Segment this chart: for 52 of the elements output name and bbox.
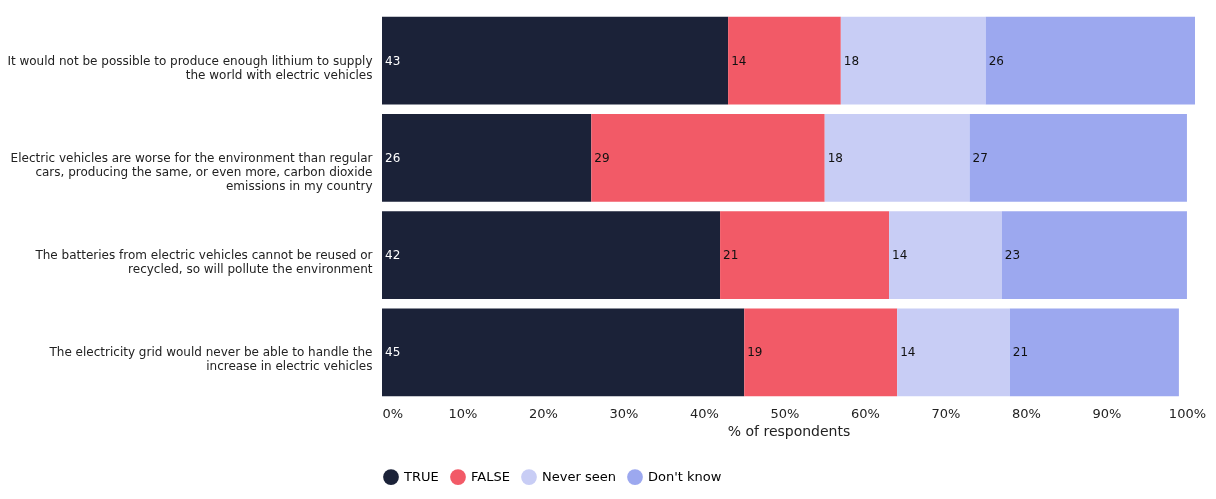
data-label: 26 bbox=[988, 53, 1004, 68]
data-label: 18 bbox=[843, 53, 860, 68]
x-tick-label: 40% bbox=[690, 405, 719, 421]
bar bbox=[1001, 211, 1187, 299]
x-tick-label: 100% bbox=[1168, 405, 1207, 421]
bar bbox=[969, 114, 1187, 202]
bar bbox=[985, 16, 1195, 105]
x-tick-label: 70% bbox=[931, 405, 961, 421]
bar bbox=[382, 211, 721, 299]
x-tick-label: 80% bbox=[1012, 405, 1041, 421]
bar bbox=[728, 16, 841, 105]
bar bbox=[382, 308, 745, 397]
bar bbox=[382, 16, 729, 105]
bar bbox=[744, 308, 898, 397]
x-tick-label: 50% bbox=[770, 405, 800, 421]
data-label: 43 bbox=[385, 53, 401, 68]
data-label: 21 bbox=[723, 248, 739, 263]
data-label: 29 bbox=[594, 150, 610, 165]
data-label: 45 bbox=[385, 345, 401, 360]
data-label: 27 bbox=[972, 150, 988, 165]
data-label: 18 bbox=[827, 150, 843, 165]
legend-label: Never seen bbox=[542, 469, 616, 485]
data-label: 14 bbox=[731, 53, 747, 68]
data-label: 23 bbox=[1004, 248, 1021, 263]
bar bbox=[591, 114, 825, 202]
data-label: 14 bbox=[892, 248, 908, 263]
x-tick-label: 20% bbox=[529, 405, 558, 421]
data-label: 19 bbox=[747, 345, 763, 360]
x-axis-title: % of respondents bbox=[727, 422, 851, 439]
y-tick-label: Electric vehicles are worse for the environment than regular cars, producing the same, or even more, carbon dioxide emissions in my country bbox=[10, 150, 373, 193]
y-tick-label: It would not be possible to produce enough lithium to supply the world with electric vehicles bbox=[7, 53, 373, 82]
x-tick-label: 0% bbox=[382, 405, 404, 421]
bar bbox=[840, 16, 986, 105]
x-tick-label: 60% bbox=[851, 405, 880, 421]
bar bbox=[824, 114, 970, 202]
y-tick-label: The electricity grid would never be able to handle the increase in electric vehicles bbox=[48, 345, 373, 374]
y-tick-label: The batteries from electric vehicles cannot be reused or recycled, so will pollute the environment bbox=[34, 248, 373, 277]
x-tick-label: 30% bbox=[609, 405, 639, 421]
legend-label: FALSE bbox=[471, 469, 510, 485]
bar bbox=[1009, 308, 1179, 397]
x-tick-label: 90% bbox=[1092, 405, 1122, 421]
legend-label: TRUE bbox=[403, 469, 439, 485]
bar bbox=[720, 211, 890, 299]
data-label: 14 bbox=[900, 345, 916, 360]
bar bbox=[382, 114, 592, 202]
data-label: 21 bbox=[1012, 345, 1029, 360]
data-label: 42 bbox=[385, 248, 401, 263]
x-tick-label: 10% bbox=[448, 405, 478, 421]
data-label: 26 bbox=[385, 150, 401, 165]
bar bbox=[889, 211, 1002, 299]
legend-label: Don't know bbox=[648, 469, 722, 485]
bar bbox=[897, 308, 1010, 397]
